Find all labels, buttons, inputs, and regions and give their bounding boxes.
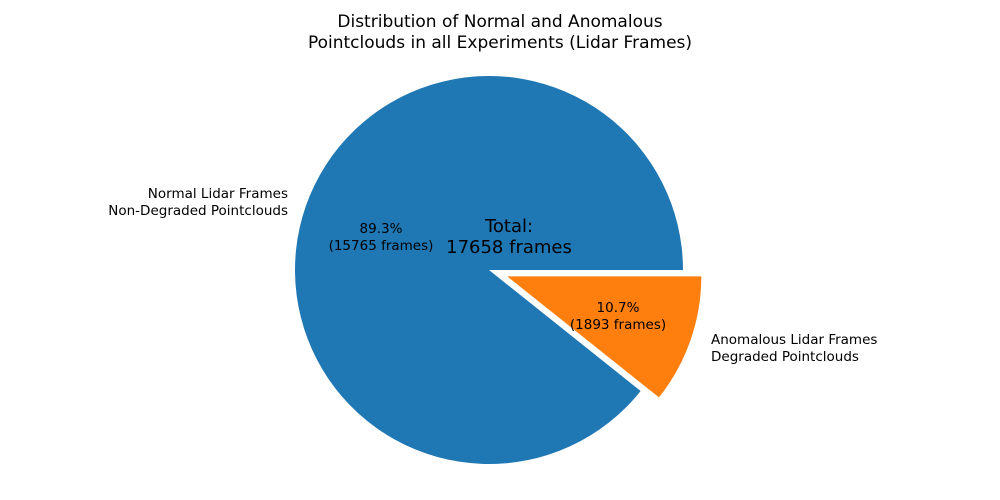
pie-slice-anomalous: [507, 276, 702, 398]
slice-label-anomalous: Anomalous Lidar Frames Degraded Pointclo…: [711, 332, 878, 365]
total-label: Total: 17658 frames: [446, 216, 572, 258]
pie-slice-normal: [294, 75, 683, 464]
slice-label-normal: Normal Lidar Frames Non-Degraded Pointcl…: [108, 186, 288, 219]
pct-label-anomalous: 10.7% (1893 frames): [569, 300, 667, 333]
pct-label-normal: 89.3% (15765 frames): [328, 221, 434, 254]
chart-title: Distribution of Normal and Anomalous Poi…: [307, 12, 693, 53]
